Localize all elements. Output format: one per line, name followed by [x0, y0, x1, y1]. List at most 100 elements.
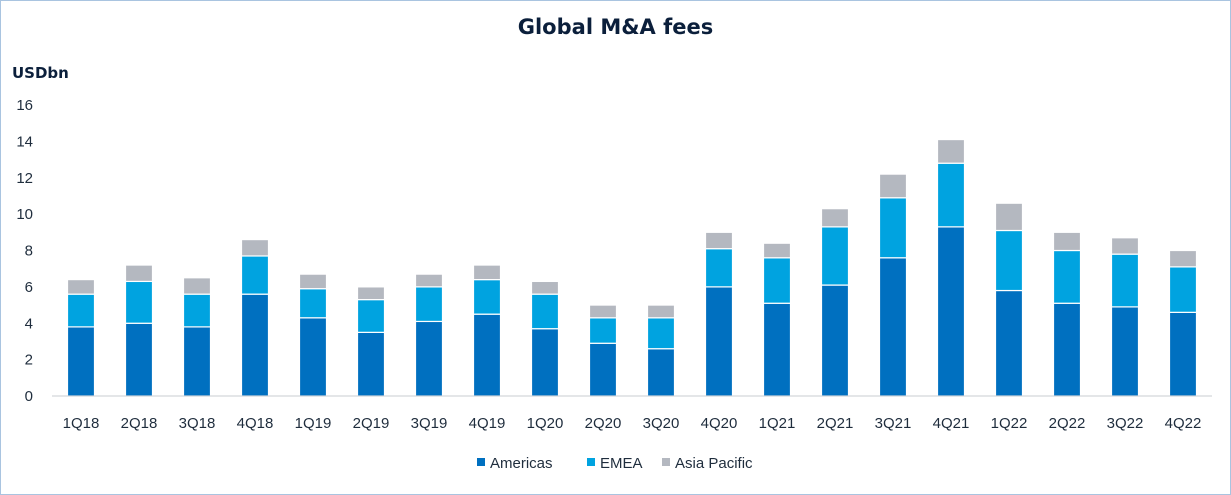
bar-segment-asia-pacific — [936, 138, 966, 164]
x-tick-label: 1Q20 — [527, 415, 564, 432]
y-tick-label: 12 — [16, 170, 33, 187]
bar-segment-asia-pacific — [878, 173, 908, 199]
legend-swatch — [662, 458, 670, 466]
y-axis-unit-label: USDbn — [12, 64, 69, 82]
legend-label: Americas — [490, 455, 553, 472]
x-tick-label: 3Q19 — [411, 415, 448, 432]
legend-swatch — [587, 458, 595, 466]
y-tick-label: 0 — [25, 388, 33, 405]
bar-segment-americas — [588, 342, 618, 397]
bar-segment-americas — [414, 320, 444, 397]
x-tick-label: 4Q18 — [237, 415, 274, 432]
x-tick-label: 1Q22 — [991, 415, 1028, 432]
bar-segment-emea — [472, 279, 502, 315]
bar-segment-asia-pacific — [820, 208, 850, 228]
x-tick-label: 2Q20 — [585, 415, 622, 432]
chart-title: Global M&A fees — [517, 15, 714, 39]
bar-segment-asia-pacific — [646, 304, 676, 319]
x-tick-label: 1Q21 — [759, 415, 796, 432]
bar-segment-asia-pacific — [472, 264, 502, 281]
bar-segment-emea — [704, 248, 734, 288]
bar-segment-emea — [124, 280, 154, 324]
x-tick-label: 1Q19 — [295, 415, 332, 432]
bar-segment-emea — [762, 257, 792, 304]
bar-segment-asia-pacific — [124, 264, 154, 283]
x-tick-label: 4Q20 — [701, 415, 738, 432]
bar-segment-emea — [356, 299, 386, 333]
bar-segment-americas — [936, 226, 966, 397]
y-tick-label: 10 — [16, 206, 33, 223]
x-tick-label: 3Q18 — [179, 415, 216, 432]
x-tick-label: 4Q19 — [469, 415, 506, 432]
bar-segment-americas — [298, 317, 328, 397]
y-tick-label: 14 — [16, 133, 33, 150]
bar-segment-asia-pacific — [530, 280, 560, 295]
x-tick-label: 4Q21 — [933, 415, 970, 432]
bar-segment-emea — [878, 197, 908, 259]
x-tick-label: 4Q22 — [1165, 415, 1202, 432]
bar-segment-asia-pacific — [704, 231, 734, 250]
bar-segment-americas — [124, 322, 154, 397]
x-tick-label: 1Q18 — [63, 415, 100, 432]
bar-segment-americas — [1110, 306, 1140, 397]
bar-segment-emea — [1168, 266, 1198, 313]
y-axis-ticks: 0 2 4 6 8 10 12 14 16 — [16, 97, 33, 405]
y-tick-label: 16 — [16, 97, 33, 114]
bar-segment-americas — [182, 326, 212, 397]
bar-segment-americas — [762, 302, 792, 397]
bar-segment-americas — [530, 328, 560, 397]
x-tick-label: 2Q21 — [817, 415, 854, 432]
bar-segment-emea — [936, 162, 966, 228]
bar-segment-americas — [472, 313, 502, 397]
bar-segment-emea — [1052, 249, 1082, 304]
bar-segment-emea — [1110, 253, 1140, 308]
bar-segment-emea — [820, 226, 850, 286]
bar-segment-asia-pacific — [356, 286, 386, 301]
y-tick-label: 6 — [25, 279, 33, 296]
x-tick-label: 3Q21 — [875, 415, 912, 432]
x-axis-ticks: 1Q18 2Q18 3Q18 4Q18 1Q19 2Q19 3Q19 4Q19 1Q20 2Q20… — [63, 415, 1202, 432]
legend-label: EMEA — [600, 455, 643, 472]
bar-segment-emea — [646, 317, 676, 350]
bar-segment-americas — [878, 257, 908, 397]
x-tick-label: 2Q22 — [1049, 415, 1086, 432]
bar-segment-emea — [588, 317, 618, 344]
bar-segment-asia-pacific — [182, 277, 212, 295]
bar-segment-americas — [704, 286, 734, 397]
bar-segment-emea — [182, 293, 212, 328]
bar-segment-emea — [414, 286, 444, 323]
bar-segment-asia-pacific — [1110, 237, 1140, 255]
bar-segment-americas — [240, 293, 270, 397]
bar-segment-americas — [820, 284, 850, 397]
bar-segment-americas — [356, 331, 386, 397]
bar-segment-asia-pacific — [1168, 249, 1198, 268]
x-tick-label: 3Q22 — [1107, 415, 1144, 432]
bar-segment-emea — [994, 229, 1024, 292]
bar-segment-emea — [530, 293, 560, 330]
legend: Americas EMEA Asia Pacific — [477, 455, 753, 472]
bar-segment-americas — [994, 289, 1024, 397]
y-tick-label: 8 — [25, 243, 33, 260]
legend-label: Asia Pacific — [675, 455, 753, 472]
bar-segment-americas — [66, 326, 96, 397]
bar-segment-asia-pacific — [66, 279, 96, 295]
bar-segment-asia-pacific — [994, 202, 1024, 232]
legend-swatch — [477, 458, 485, 466]
bar-segment-emea — [298, 288, 328, 319]
bar-segment-americas — [646, 348, 676, 397]
x-tick-label: 2Q19 — [353, 415, 390, 432]
x-tick-label: 3Q20 — [643, 415, 680, 432]
bar-segment-americas — [1168, 311, 1198, 397]
bar-segment-asia-pacific — [414, 273, 444, 288]
y-tick-label: 4 — [25, 315, 33, 332]
bar-segment-emea — [66, 293, 96, 328]
y-tick-label: 2 — [25, 352, 33, 369]
bar-segment-asia-pacific — [762, 242, 792, 259]
x-tick-label: 2Q18 — [121, 415, 158, 432]
bar-segment-asia-pacific — [1052, 231, 1082, 252]
bar-segment-asia-pacific — [240, 238, 270, 257]
bar-segment-asia-pacific — [588, 304, 618, 319]
bar-segment-asia-pacific — [298, 273, 328, 290]
